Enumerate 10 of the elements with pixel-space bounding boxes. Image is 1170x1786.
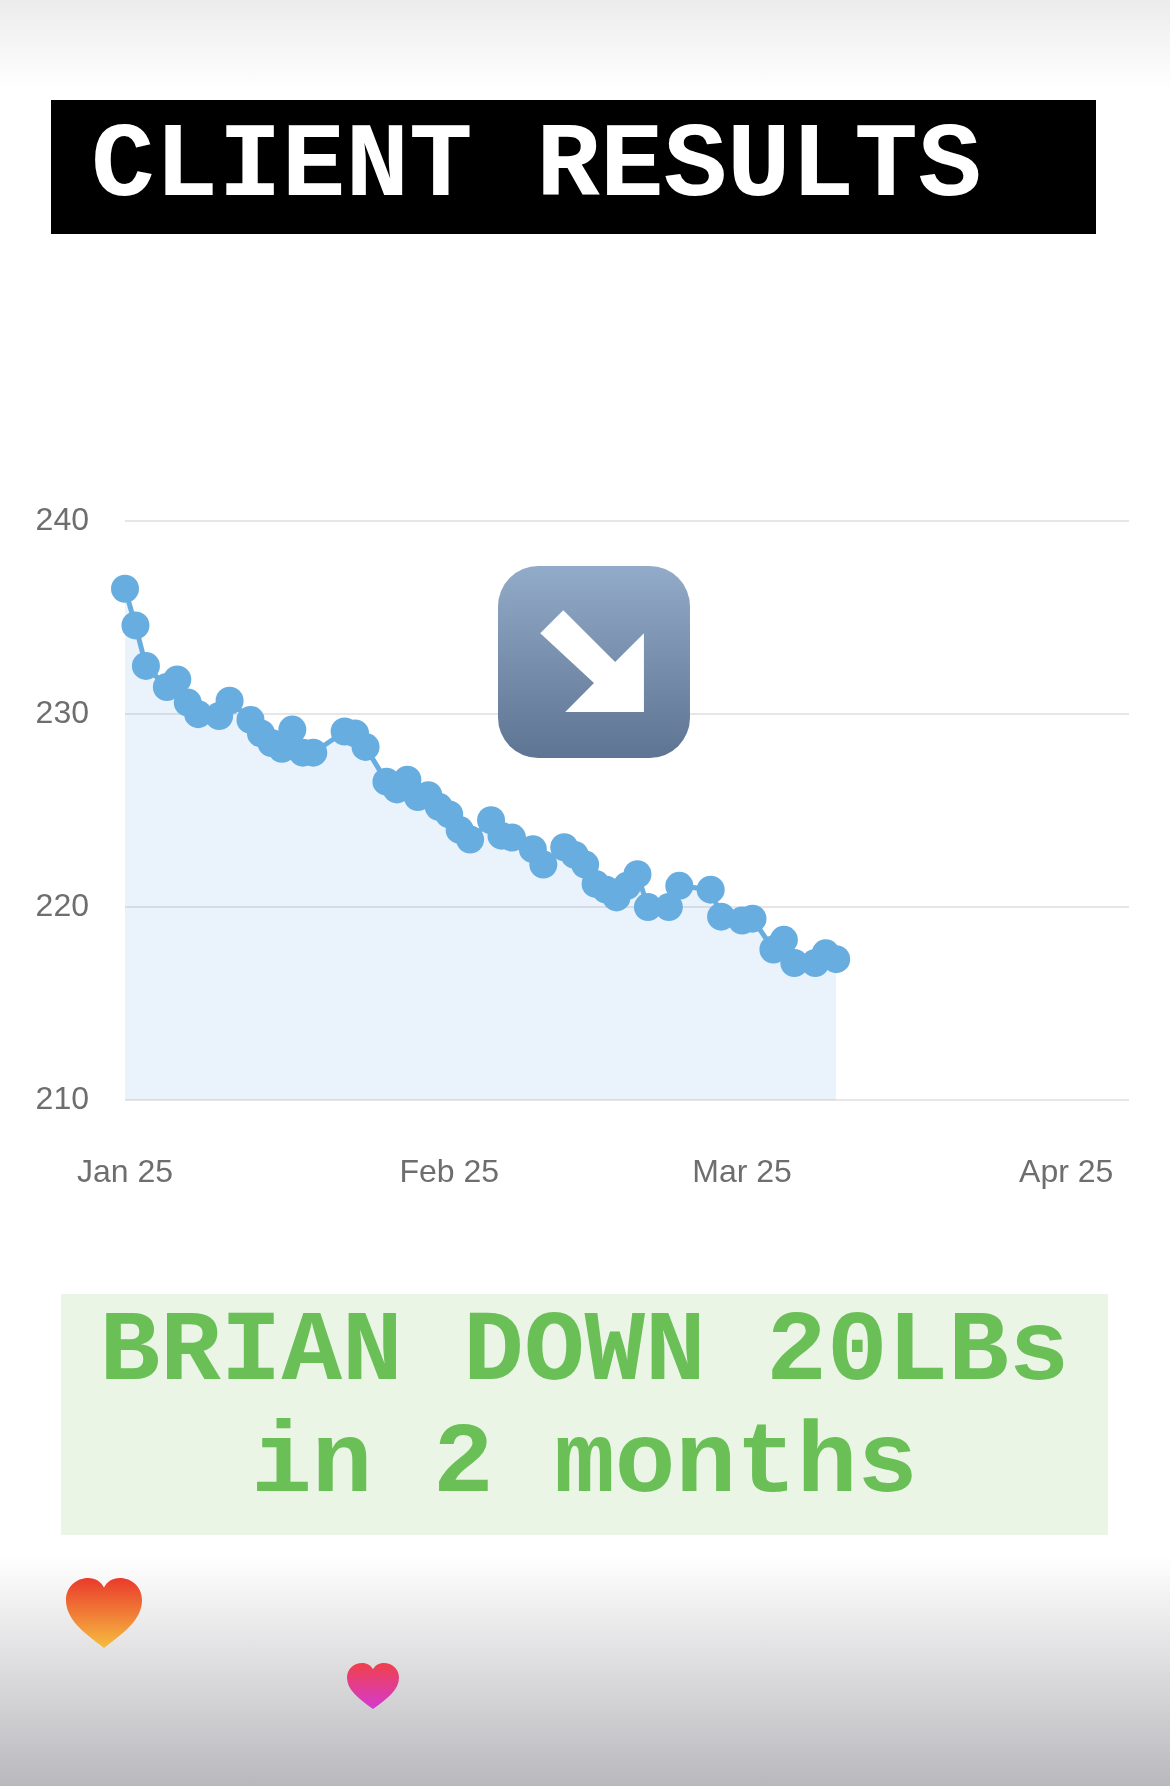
x-tick-label: Mar 25 — [692, 1153, 792, 1190]
text: BRIAN DOWN 20LBs in 2 months — [98, 1295, 1071, 1521]
y-tick-label: 230 — [35, 693, 89, 730]
y-tick-label: 240 — [35, 501, 89, 538]
x-tick-label: Apr 25 — [1019, 1153, 1114, 1190]
y-tick-label: 210 — [35, 1079, 89, 1116]
x-tick-label: Feb 25 — [399, 1153, 500, 1190]
x-tick-label: Jan 25 — [76, 1153, 174, 1190]
chart-title: CLIENT RESULTS — [91, 107, 982, 227]
y-tick-label: 220 — [35, 886, 89, 923]
